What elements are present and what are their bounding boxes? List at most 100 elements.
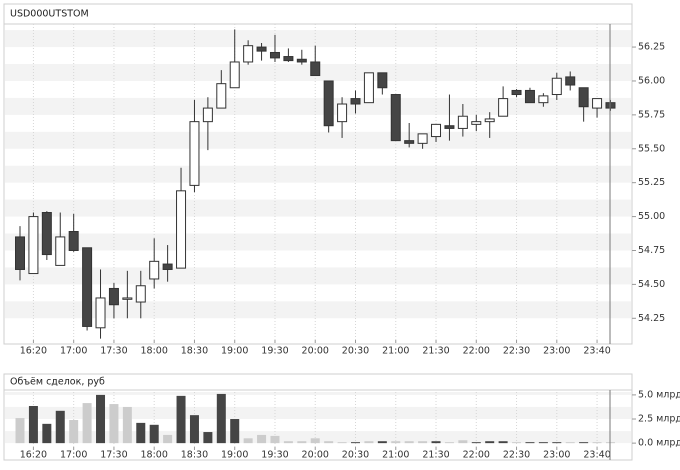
- plot-layer: 54.25 54.50 54.75 55.00 55.25 55.50 55.75 56.00…: [5, 24, 680, 461]
- candle-body: [68, 231, 79, 251]
- x-tick-label: 17:30: [100, 346, 127, 357]
- volume-bar: [337, 442, 347, 444]
- volume-bar: [485, 441, 495, 444]
- volume-bar: [122, 406, 132, 444]
- volume-bar: [431, 441, 441, 444]
- grid-band: [5, 30, 631, 48]
- candle-body: [323, 80, 334, 127]
- volume-bar: [42, 423, 52, 444]
- candle-body: [592, 98, 603, 109]
- x-tick-label: 20:00: [302, 450, 329, 461]
- volume-bar: [404, 441, 414, 444]
- volume-bar: [270, 435, 280, 444]
- x-tick-label: 19:30: [261, 450, 288, 461]
- grid-band: [5, 267, 631, 285]
- volume-bar: [525, 442, 535, 444]
- volume-bar: [552, 442, 562, 444]
- x-tick-label: 19:00: [221, 450, 248, 461]
- volume-bar: [109, 404, 119, 444]
- candle-body: [41, 212, 52, 256]
- candle-body: [28, 216, 39, 275]
- y-tick-label: 55.50: [638, 143, 665, 154]
- volume-bar: [297, 441, 307, 444]
- x-tick-label: 21:30: [422, 450, 449, 461]
- volume-bar: [364, 441, 374, 444]
- candle-body: [431, 123, 442, 138]
- x-tick-label: 22:00: [463, 450, 490, 461]
- candle-body: [162, 263, 173, 270]
- volume-bar: [176, 395, 186, 444]
- grid-band: [5, 199, 631, 217]
- grid-band: [5, 131, 631, 149]
- candle-body: [511, 89, 522, 96]
- candle-body: [310, 61, 321, 77]
- grid-band: [5, 392, 631, 395]
- candle-body: [243, 45, 254, 63]
- candle-body: [484, 118, 495, 123]
- x-tick-label: 23:40: [583, 450, 610, 461]
- x-tick-label: 23:00: [543, 450, 570, 461]
- volume-bar: [377, 441, 387, 444]
- candle-body: [390, 94, 401, 142]
- volume-bar: [418, 441, 428, 444]
- candle-body: [551, 77, 562, 96]
- volume-bar: [216, 393, 226, 444]
- candle-body: [538, 95, 549, 104]
- y-tick-label: 55.25: [638, 177, 665, 188]
- candle-body: [135, 285, 146, 303]
- volume-bar: [538, 442, 548, 444]
- x-tick-label: 20:30: [342, 346, 369, 357]
- x-tick-label: 20:00: [302, 346, 329, 357]
- x-tick-label: 18:30: [181, 450, 208, 461]
- volume-bar: [498, 441, 508, 444]
- candle-body: [202, 107, 213, 123]
- volume-bar: [592, 442, 602, 444]
- candle-body: [578, 87, 589, 108]
- volume-bar: [69, 419, 79, 444]
- candle-body: [363, 72, 374, 104]
- volume-bar: [15, 418, 25, 444]
- x-tick-label: 16:20: [20, 450, 47, 461]
- volume-bar: [163, 434, 173, 444]
- x-tick-label: 19:30: [261, 346, 288, 357]
- candle-body: [524, 89, 535, 104]
- x-tick-label: 18:00: [141, 450, 168, 461]
- volume-bar: [136, 422, 146, 444]
- candle-body: [350, 98, 361, 105]
- volume-bar: [149, 424, 159, 444]
- volume-bar: [203, 432, 213, 444]
- x-tick-label: 18:00: [141, 346, 168, 357]
- candle-body: [108, 287, 119, 306]
- candle-body: [95, 297, 106, 329]
- y-tick-label: 54.25: [638, 313, 665, 324]
- volume-bar: [82, 403, 92, 444]
- volume-bar: [391, 441, 401, 444]
- x-tick-label: 17:00: [60, 346, 87, 357]
- candle-body: [176, 190, 187, 269]
- grid-band: [5, 97, 631, 115]
- x-tick-label: 21:30: [422, 346, 449, 357]
- candle-body: [377, 72, 388, 89]
- volume-bar: [351, 442, 360, 444]
- x-tick-label: 19:00: [221, 346, 248, 357]
- x-tick-label: 22:30: [503, 346, 530, 357]
- y-tick-label: 56.25: [638, 42, 665, 53]
- volume-bar: [444, 442, 454, 444]
- volume-bar: [230, 419, 240, 444]
- candle-body: [55, 236, 66, 266]
- x-tick-label: 17:30: [100, 450, 127, 461]
- grid-band: [5, 301, 631, 319]
- candle-body: [565, 76, 576, 86]
- x-tick-label: 22:00: [463, 346, 490, 357]
- volume-bar: [310, 438, 320, 444]
- x-tick-label: 23:00: [543, 346, 570, 357]
- candle-body: [229, 61, 240, 89]
- volume-bar: [283, 441, 293, 444]
- candle-body: [269, 51, 280, 59]
- volume-bar: [96, 394, 106, 444]
- volume-bar: [189, 415, 199, 444]
- y-tick-label: 55.00: [638, 211, 665, 222]
- candle-body: [149, 260, 160, 280]
- chart-title: USD000UTSTOM: [10, 9, 89, 20]
